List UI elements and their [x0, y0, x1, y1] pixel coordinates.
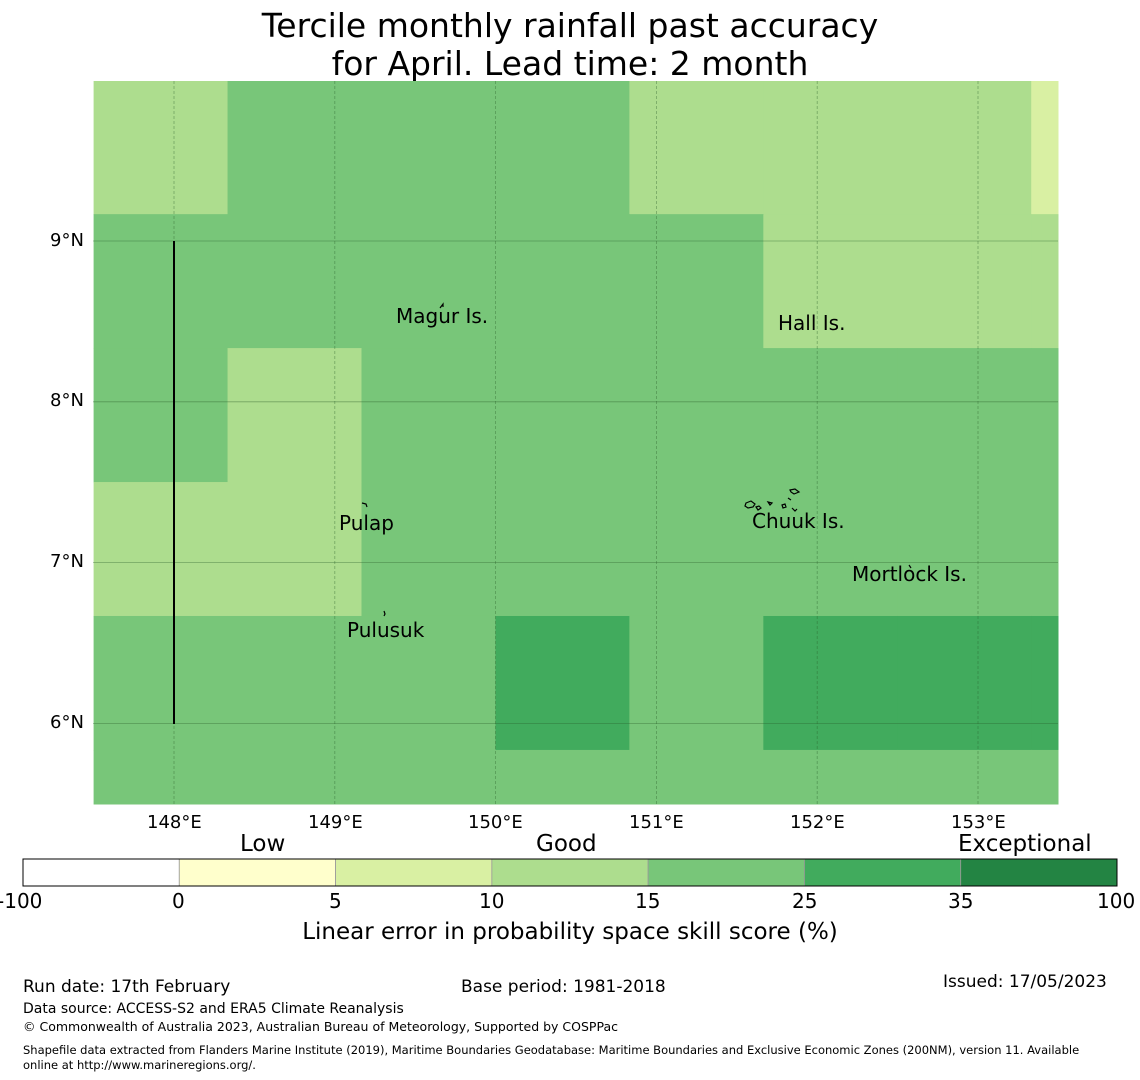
island-label-mortlock: Mortlock Is.	[852, 562, 967, 586]
legend-category-good: Good	[536, 831, 597, 857]
legend-tick-25: 25	[792, 889, 818, 913]
legend-tick-15: 15	[635, 889, 661, 913]
map-cell	[93, 348, 229, 483]
island-label-pulap: Pulap	[339, 511, 394, 535]
legend-tick-0: 0	[172, 889, 185, 913]
map-cell	[763, 615, 898, 751]
legend-tick-100: 100	[1097, 889, 1136, 913]
map-cell	[1031, 214, 1059, 349]
lat-tick-7: 7°N	[50, 551, 84, 572]
issued-date: Issued: 17/05/2023	[943, 972, 1107, 992]
map-cell	[629, 214, 764, 349]
map-cell	[763, 482, 898, 617]
island-label-pulusuk: Pulusuk	[347, 618, 425, 642]
map-cell	[1031, 615, 1059, 751]
map-cell	[495, 214, 630, 349]
colorbar-swatch	[491, 858, 649, 887]
map-cell	[227, 81, 362, 215]
legend-tick-35: 35	[948, 889, 974, 913]
map-cell	[227, 482, 362, 617]
copyright: © Commonwealth of Australia 2023, Austra…	[23, 1019, 618, 1034]
colorbar-frame	[22, 858, 1118, 887]
map-cell	[93, 81, 229, 215]
map-cell	[1031, 348, 1059, 483]
legend-category-exceptional: Exceptional	[958, 831, 1092, 857]
lon-tick-151: 151°E	[629, 812, 684, 833]
map-cell	[495, 749, 630, 805]
map-cell	[897, 749, 1032, 805]
island-label-magur: Magur Is.	[396, 304, 489, 328]
map-cell	[1031, 482, 1059, 617]
map-cell	[495, 615, 630, 751]
map-cell	[93, 749, 229, 805]
map-cell	[361, 615, 496, 751]
island-label-hall: Hall Is.	[778, 311, 846, 335]
map-cell	[1031, 749, 1059, 805]
map-cell	[361, 348, 496, 483]
shapefile-credit-line-1: Shapefile data extracted from Flanders M…	[23, 1043, 1080, 1057]
map-cell	[361, 214, 496, 349]
lon-tick-148: 148°E	[147, 812, 202, 833]
map-cell	[93, 214, 229, 349]
map-cell	[495, 482, 630, 617]
lon-tick-150: 150°E	[468, 812, 523, 833]
map-cell	[897, 348, 1032, 483]
colorbar-swatch	[960, 858, 1118, 887]
map-cell	[361, 81, 496, 215]
lon-tick-153: 153°E	[951, 812, 1006, 833]
map-cell	[1031, 81, 1059, 215]
map-cell	[93, 482, 229, 617]
colorbar-swatch	[178, 858, 336, 887]
map-cell	[763, 348, 898, 483]
legend-category-low: Low	[240, 831, 286, 857]
lat-tick-8: 8°N	[50, 390, 84, 411]
shapefile-credit-line-2: online at http://www.marineregions.org/.	[23, 1058, 256, 1072]
map-cell	[227, 214, 362, 349]
island-outlines	[361, 302, 912, 617]
run-date: Run date: 17th February	[23, 977, 231, 997]
map-cell	[629, 81, 764, 215]
island-label-chuuk: Chuuk Is.	[752, 509, 845, 533]
colorbar-swatch	[335, 858, 493, 887]
map-cell	[763, 214, 898, 349]
map-cell	[897, 482, 1032, 617]
map-cell	[227, 615, 362, 751]
map-cell	[227, 348, 362, 483]
map-cell	[897, 615, 1032, 751]
legend-tick-10: 10	[479, 889, 505, 913]
colorbar-swatch	[647, 858, 805, 887]
map-cell	[495, 348, 630, 483]
lon-tick-152: 152°E	[790, 812, 845, 833]
map-cell	[361, 482, 496, 617]
map-cell	[629, 348, 764, 483]
lon-tick-149: 149°E	[308, 812, 363, 833]
colorbar-swatch	[804, 858, 962, 887]
map-cell	[93, 615, 229, 751]
data-source: Data source: ACCESS-S2 and ERA5 Climate …	[23, 1001, 404, 1017]
map-cell	[629, 615, 764, 751]
lat-tick-9: 9°N	[50, 230, 84, 251]
map-cell	[897, 81, 1032, 215]
legend-title: Linear error in probability space skill …	[302, 919, 838, 945]
map-cell	[361, 749, 496, 805]
map-cell	[227, 749, 362, 805]
map-cell	[763, 81, 898, 215]
map-cell	[763, 749, 898, 805]
map-cell	[629, 482, 764, 617]
map-title-line-1: Tercile monthly rainfall past accuracy	[261, 6, 879, 45]
map-cell	[495, 81, 630, 215]
map-cell	[629, 749, 764, 805]
legend-tick-minus100: -100	[0, 889, 43, 913]
base-period: Base period: 1981-2018	[461, 977, 666, 997]
map-title-line-2: for April. Lead time: 2 month	[331, 44, 809, 83]
lat-tick-6: 6°N	[50, 712, 84, 733]
map-cell	[897, 214, 1032, 349]
colorbar-swatch	[22, 858, 180, 887]
legend-tick-5: 5	[329, 889, 342, 913]
